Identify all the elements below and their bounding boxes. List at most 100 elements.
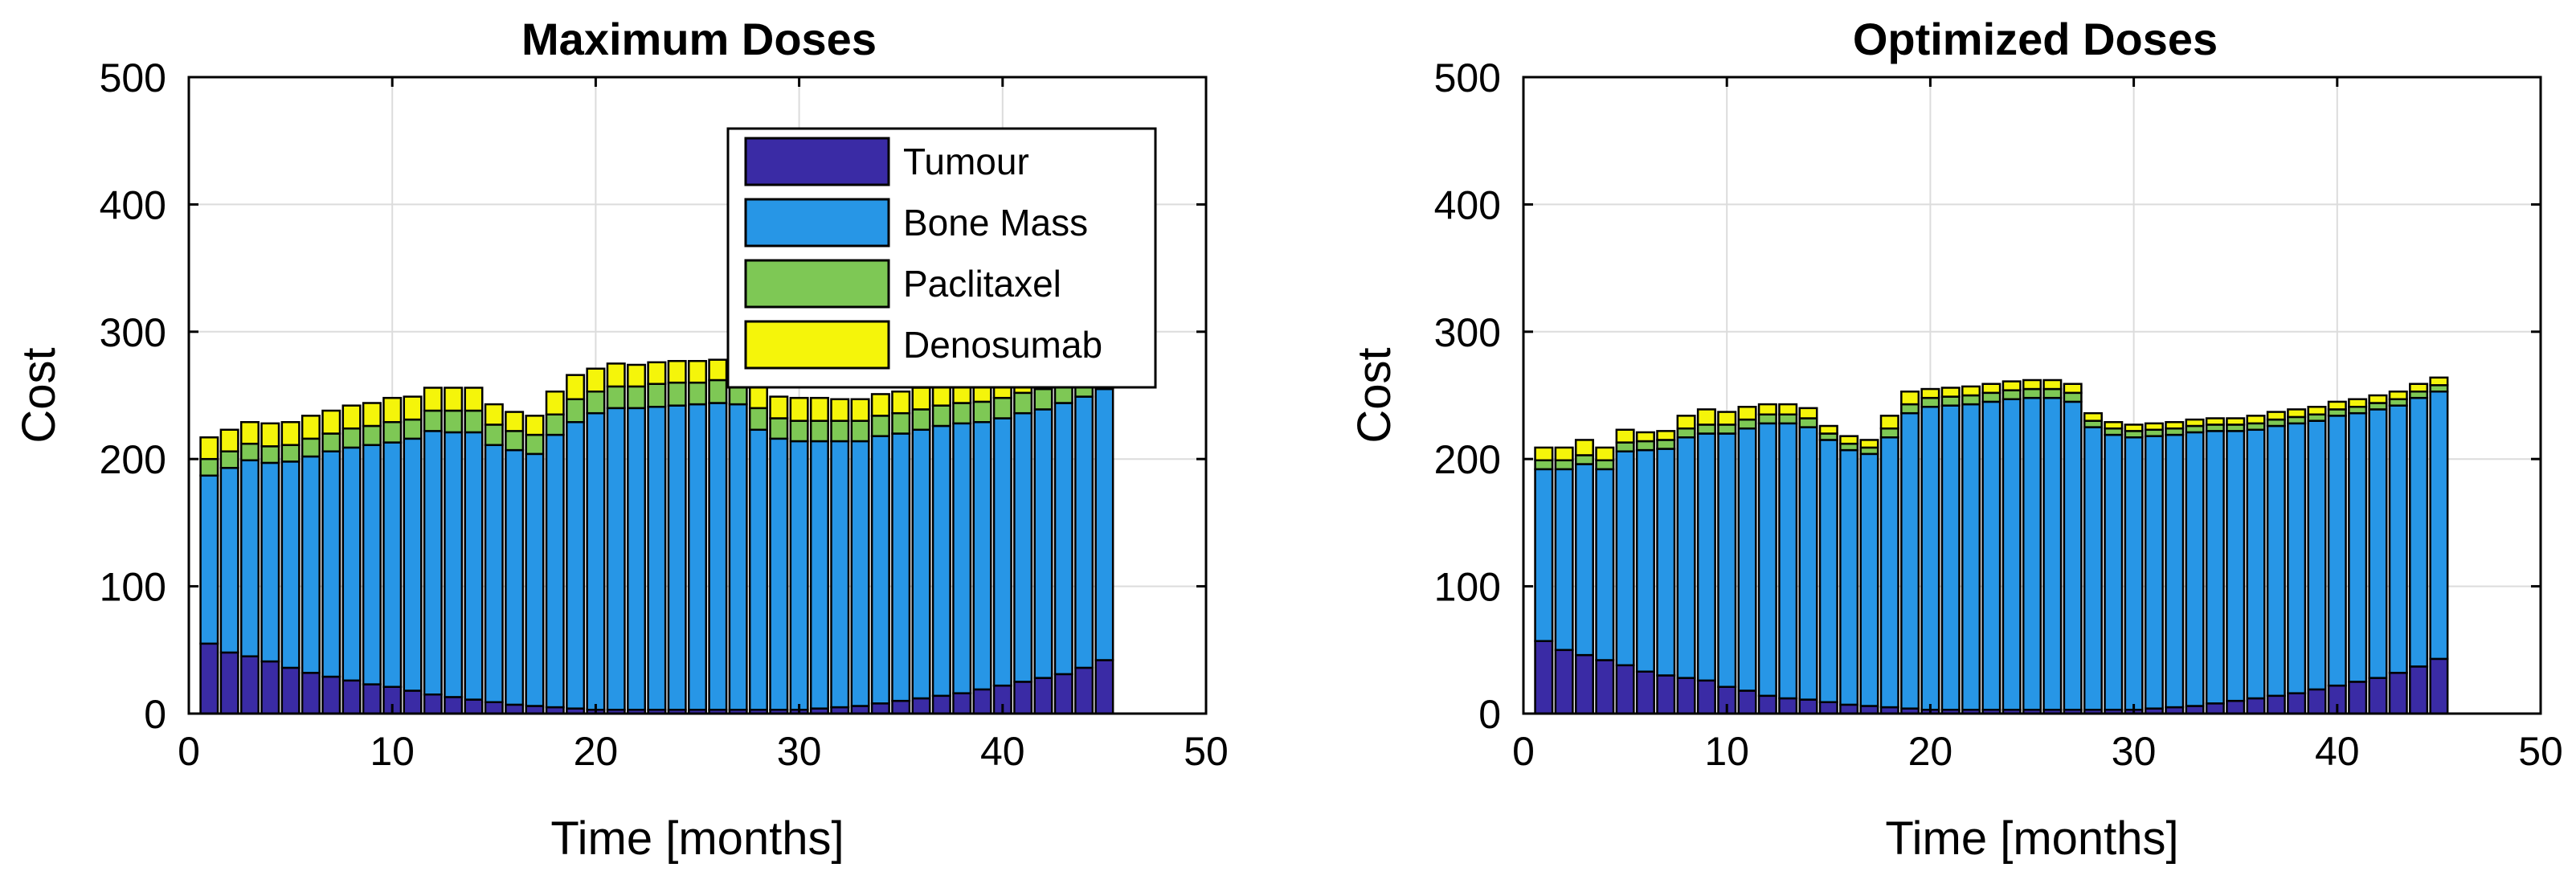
bar-bone-mass-34 [2205, 430, 2225, 705]
bar-bone-mass-43 [2388, 404, 2408, 674]
bar-tumour-7 [1656, 674, 1676, 715]
bar-bone-mass-21 [606, 407, 626, 711]
bar-denosumab-21 [1940, 387, 1961, 398]
bar-bone-mass-29 [2104, 433, 2124, 711]
bar-denosumab-41 [2348, 398, 2368, 408]
x-axis-label: Time [months] [550, 812, 844, 865]
bar-paclitaxel-38 [952, 402, 972, 425]
bar-denosumab-34 [870, 393, 890, 417]
legend-swatch-bone-mass [744, 198, 890, 248]
bar-bone-mass-33 [850, 440, 870, 707]
bar-denosumab-36 [911, 387, 931, 411]
bar-denosumab-10 [1717, 411, 1737, 426]
bar-paclitaxel-1 [1534, 459, 1554, 471]
bar-bone-mass-41 [2348, 411, 2368, 683]
bar-bone-mass-43 [1053, 402, 1073, 676]
bar-bone-mass-38 [952, 422, 972, 694]
bar-bone-mass-8 [341, 446, 362, 682]
bar-denosumab-5 [1615, 428, 1635, 444]
bar-paclitaxel-26 [2042, 387, 2063, 399]
bar-paclitaxel-37 [931, 404, 951, 428]
bar-bone-mass-19 [1900, 411, 1920, 710]
bar-denosumab-11 [403, 395, 423, 421]
bar-denosumab-29 [769, 395, 789, 419]
bar-paclitaxel-1 [199, 457, 219, 477]
bar-paclitaxel-2 [219, 450, 239, 469]
bar-bone-mass-25 [687, 403, 708, 711]
bar-paclitaxel-22 [627, 385, 647, 410]
bar-bone-mass-44 [2409, 396, 2429, 668]
bar-denosumab-2 [1554, 446, 1574, 462]
y-tick-label-100: 100 [1434, 565, 1501, 610]
bar-bone-mass-37 [2266, 424, 2286, 698]
bar-denosumab-20 [586, 367, 606, 393]
bar-bone-mass-3 [1574, 463, 1594, 657]
bar-denosumab-9 [362, 402, 382, 428]
bar-bone-mass-34 [870, 435, 890, 705]
bar-denosumab-26 [2042, 378, 2063, 391]
bar-denosumab-4 [260, 422, 280, 448]
bar-tumour-2 [219, 651, 239, 715]
bar-bone-mass-29 [769, 437, 789, 711]
bar-denosumab-38 [2287, 408, 2307, 419]
bar-paclitaxel-7 [1656, 439, 1676, 450]
bar-bone-mass-45 [1094, 387, 1114, 661]
bar-paclitaxel-20 [1920, 396, 1940, 408]
bar-tumour-4 [1595, 659, 1615, 715]
bar-bone-mass-33 [2185, 431, 2205, 707]
bar-bone-mass-1 [199, 474, 219, 645]
bar-bone-mass-26 [708, 402, 728, 711]
bar-bone-mass-2 [219, 467, 239, 654]
y-tick-label-500: 500 [1434, 55, 1501, 100]
bar-paclitaxel-22 [1961, 394, 1981, 406]
bar-bone-mass-17 [525, 452, 545, 707]
bar-denosumab-13 [444, 387, 464, 412]
bar-bone-mass-7 [1656, 448, 1676, 677]
bar-tumour-14 [1798, 698, 1818, 715]
bar-bone-mass-2 [1554, 468, 1574, 652]
bar-bone-mass-19 [566, 421, 586, 710]
bar-paclitaxel-4 [260, 445, 280, 464]
bar-bone-mass-16 [505, 448, 525, 706]
y-tick-label-100: 100 [100, 565, 166, 610]
bar-bone-mass-38 [2287, 422, 2307, 694]
chart-title: Maximum Doses [521, 14, 877, 64]
bar-tumour-15 [484, 701, 504, 715]
bar-denosumab-11 [1737, 406, 1757, 421]
bar-paclitaxel-24 [667, 381, 687, 407]
bar-bone-mass-1 [1534, 468, 1554, 642]
bar-denosumab-35 [891, 391, 911, 415]
y-axis-label: Cost [13, 347, 65, 443]
bar-paclitaxel-25 [687, 381, 708, 406]
bar-tumour-41 [1013, 681, 1033, 715]
bar-denosumab-28 [748, 385, 768, 410]
legend-swatch-tumour [744, 137, 890, 186]
bar-bone-mass-42 [1033, 408, 1053, 679]
bar-bone-mass-3 [239, 459, 260, 657]
bar-bone-mass-24 [667, 404, 687, 711]
bar-paclitaxel-29 [769, 417, 789, 440]
bar-bone-mass-13 [1778, 422, 1798, 700]
bar-bone-mass-21 [1940, 404, 1961, 711]
bar-paclitaxel-11 [1737, 418, 1757, 430]
bar-tumour-35 [2226, 699, 2246, 715]
bar-bone-mass-40 [992, 417, 1012, 687]
x-axis-label: Time [months] [1885, 812, 2178, 865]
x-tick-label-30: 30 [2112, 729, 2157, 774]
bar-tumour-2 [1554, 649, 1574, 715]
bar-denosumab-14 [464, 387, 484, 412]
bar-bone-mass-31 [809, 440, 829, 710]
bar-tumour-37 [2266, 694, 2286, 715]
bar-denosumab-19 [1900, 391, 1920, 406]
bar-bone-mass-44 [1074, 395, 1094, 669]
bars [199, 346, 1114, 715]
bar-denosumab-16 [505, 411, 525, 432]
bar-paclitaxel-10 [382, 421, 403, 444]
bar-tumour-3 [239, 655, 260, 715]
bar-paclitaxel-5 [280, 444, 301, 463]
bar-paclitaxel-28 [748, 407, 768, 432]
bar-denosumab-33 [2185, 418, 2205, 428]
bar-paclitaxel-42 [1033, 387, 1053, 411]
bar-denosumab-31 [809, 396, 829, 422]
bar-paclitaxel-14 [464, 409, 484, 434]
